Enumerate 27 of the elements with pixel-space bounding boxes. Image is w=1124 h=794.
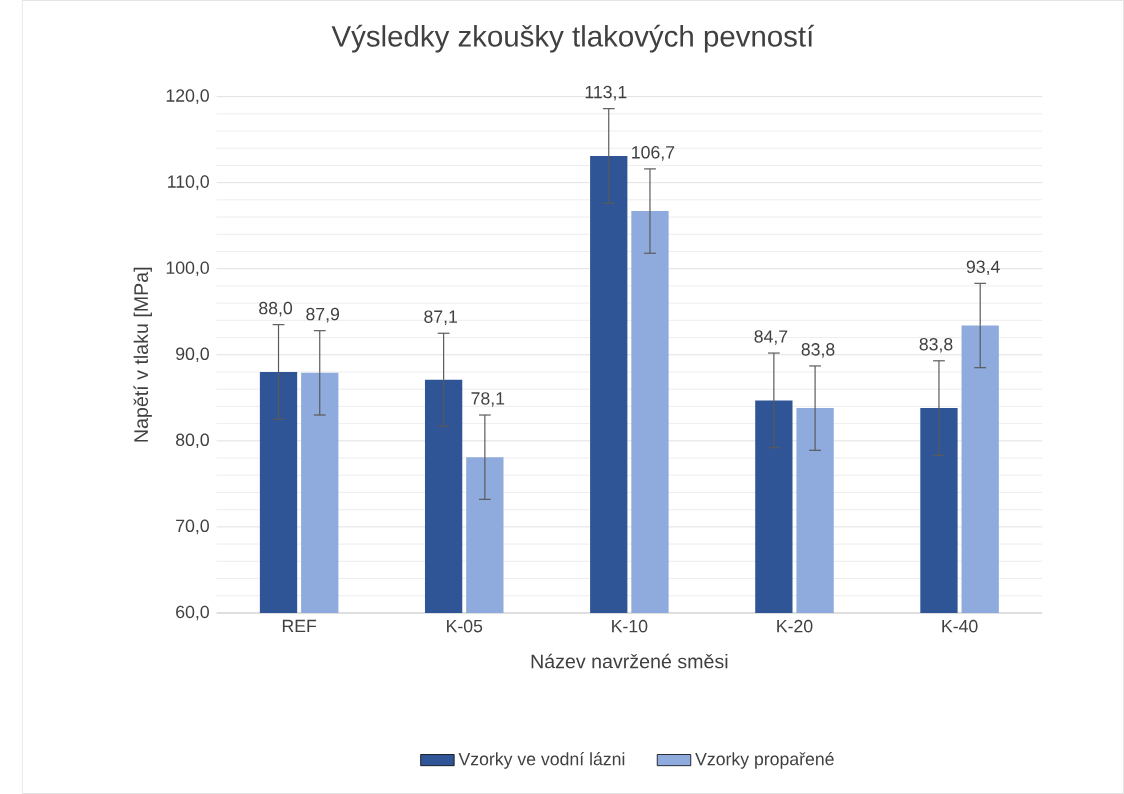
y-axis-title: Napětí v tlaku [MPa] [133,267,152,442]
data-label: 83,8 [801,343,835,358]
data-label: 87,1 [424,310,458,326]
x-tick-label: K-20 [777,619,813,633]
x-tick-label: K-10 [612,619,648,633]
y-tick-label: 110,0 [168,175,209,190]
data-label: 83,8 [919,337,953,353]
data-label: 87,9 [306,307,340,323]
x-tick-label: K-40 [942,619,978,633]
data-label: 93,4 [966,260,1000,276]
y-tick-label: 120,0 [166,89,209,104]
legend-label: Vzorky propařené [695,752,834,769]
y-tick-label: 90,0 [176,347,209,363]
x-axis-title: Název navržené směsi [531,653,728,669]
chart-title: Výsledky zkoušky tlakových pevností [331,24,815,53]
y-tick-label: 60,0 [176,605,209,621]
data-label: 88,0 [259,301,293,317]
x-tick-label: K-05 [447,619,483,633]
data-label: 106,7 [632,146,675,161]
x-tick-label: REF [282,619,317,633]
y-tick-label: 70,0 [176,519,209,535]
y-tick-label: 100,0 [166,261,209,277]
data-label: 78,1 [471,392,505,407]
legend-label: Vzorky ve vodní lázni [458,752,625,769]
data-label: 113,1 [585,85,627,101]
data-label: 84,7 [754,330,788,345]
y-tick-label: 80,0 [176,433,209,449]
